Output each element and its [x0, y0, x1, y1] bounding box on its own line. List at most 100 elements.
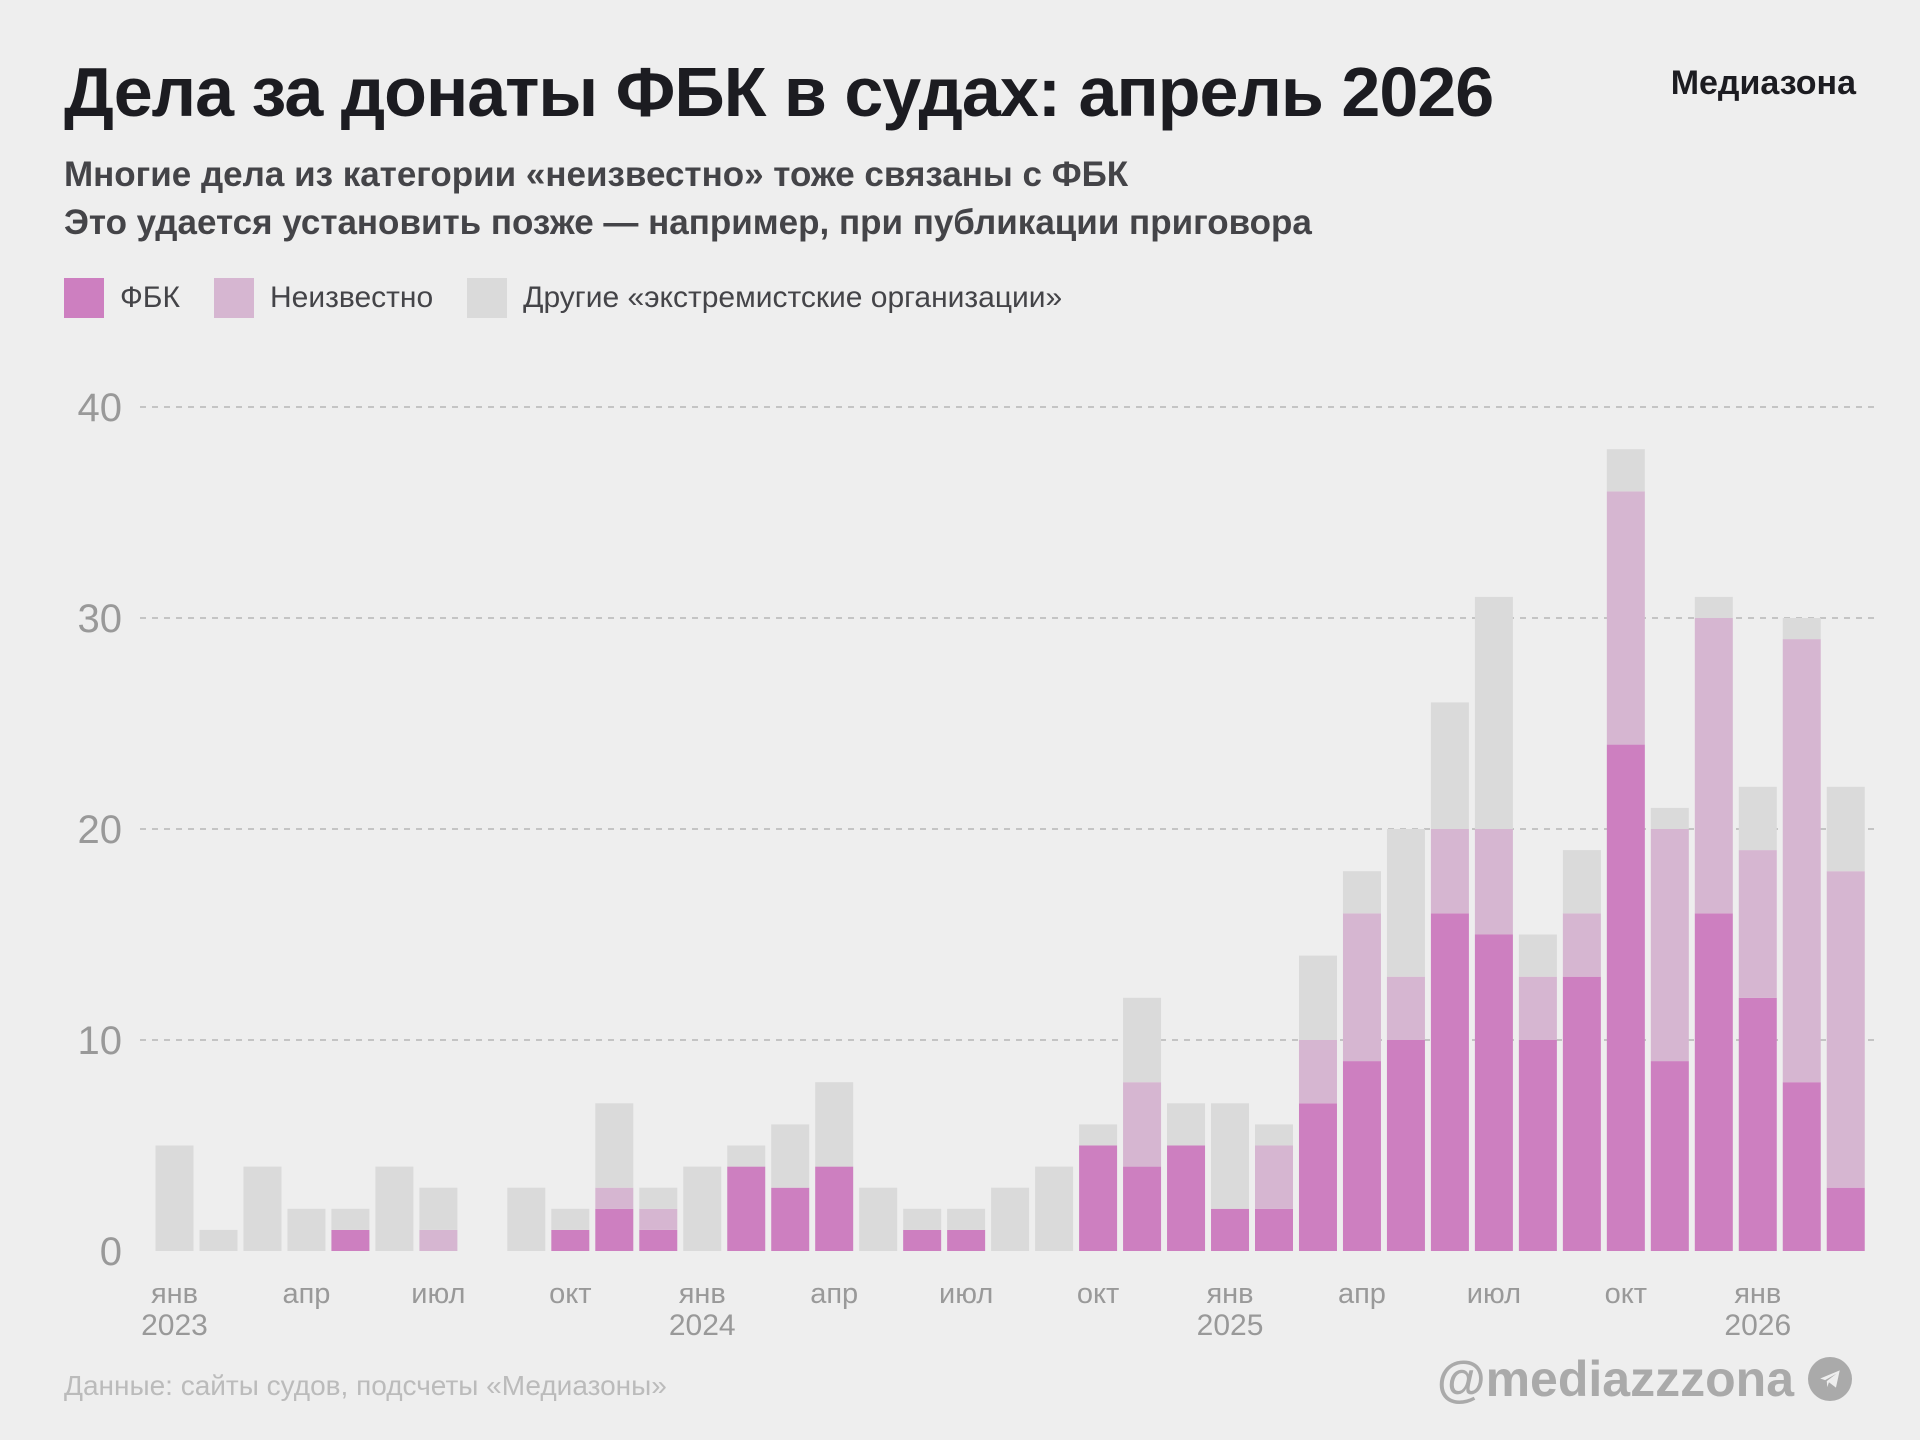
bar-segment-other	[375, 1166, 414, 1251]
bar-segment-unknown	[1738, 850, 1777, 998]
bar-segment-unknown	[1694, 618, 1733, 914]
x-tick-month: окт	[549, 1278, 591, 1310]
bar-segment-unknown	[1298, 1040, 1337, 1104]
bar-segment-fbk	[1826, 1187, 1865, 1251]
bar-segment-other	[859, 1187, 898, 1251]
bar-segment-unknown	[1782, 639, 1821, 1083]
y-tick-label: 0	[100, 1230, 122, 1274]
legend-label-fbk: ФБК	[120, 281, 180, 314]
telegram-icon	[1808, 1357, 1852, 1401]
bar-segment-fbk	[1562, 976, 1601, 1251]
x-tick-month: июл	[1467, 1278, 1521, 1310]
social-handle: @mediazzzona	[1437, 1350, 1852, 1408]
bar-segment-fbk	[1738, 997, 1777, 1251]
y-tick-label: 30	[78, 597, 123, 641]
bar-segment-fbk	[1782, 1082, 1821, 1251]
bar-segment-unknown	[1386, 976, 1425, 1040]
x-tick-month: янв	[679, 1278, 726, 1310]
bar-segment-other	[551, 1208, 590, 1230]
bar-segment-other	[507, 1187, 546, 1251]
y-tick-label: 10	[78, 1019, 123, 1063]
x-tick-year: 2025	[1197, 1309, 1264, 1342]
bar-segment-unknown	[1826, 871, 1865, 1188]
bar-segment-fbk	[1474, 934, 1513, 1251]
bar-segment-other	[1079, 1124, 1118, 1146]
bar-segment-other	[1123, 997, 1162, 1083]
legend: ФБК Неизвестно Другие «экстремистские ор…	[64, 278, 1096, 318]
x-tick-month: янв	[151, 1278, 198, 1310]
bar-segment-other	[243, 1166, 282, 1251]
bar-segment-other	[771, 1124, 810, 1188]
bar-segment-fbk	[1255, 1208, 1293, 1251]
legend-label-unknown: Неизвестно	[269, 281, 434, 314]
bar-segment-fbk	[1342, 1061, 1381, 1251]
bar-segment-fbk	[551, 1229, 590, 1251]
legend-swatch-other	[467, 278, 508, 318]
x-tick-year: 2026	[1724, 1309, 1791, 1342]
bar-segment-fbk	[1430, 913, 1469, 1251]
bar-segment-unknown	[1255, 1145, 1293, 1209]
bar-segment-other	[991, 1187, 1030, 1251]
bar-segment-other	[1430, 702, 1469, 829]
y-tick-label: 20	[78, 808, 123, 852]
bar-segment-fbk	[331, 1229, 370, 1251]
mediazona-logo: Медиазона	[1670, 64, 1856, 102]
bar-segment-other	[1211, 1103, 1250, 1209]
bar-segment-other	[1298, 955, 1337, 1040]
bar-segment-other	[1255, 1124, 1293, 1146]
bar-segment-fbk	[727, 1166, 766, 1251]
bar-segment-unknown	[1342, 913, 1381, 1062]
bar-segment-other	[1650, 807, 1689, 829]
legend-item-other: Другие «экстремистские организации»	[467, 278, 1062, 318]
bar-segment-other	[1738, 786, 1777, 851]
x-tick-month: июл	[411, 1278, 465, 1310]
bar-segment-fbk	[903, 1229, 942, 1251]
x-tick-month: янв	[1206, 1278, 1253, 1310]
bar-segment-unknown	[595, 1187, 634, 1209]
bar-segment-other	[1606, 449, 1645, 492]
data-source-note: Данные: сайты судов, подсчеты «Медиазоны…	[64, 1370, 667, 1401]
bar-segment-other	[419, 1187, 458, 1230]
legend-item-unknown: Неизвестно	[213, 278, 434, 318]
bar-segment-fbk	[1518, 1040, 1557, 1251]
bar-segment-other	[1518, 934, 1557, 977]
x-tick-month: апр	[810, 1278, 858, 1310]
x-tick-month: июл	[939, 1278, 993, 1310]
bar-segment-other	[287, 1208, 326, 1251]
x-tick-month: апр	[282, 1278, 330, 1310]
bar-segment-fbk	[815, 1166, 854, 1251]
bar-segment-unknown	[1562, 913, 1601, 977]
bar-segment-other	[683, 1166, 722, 1251]
bar-segment-other	[331, 1208, 370, 1230]
y-tick-label: 40	[78, 386, 123, 430]
bar-segment-other	[947, 1208, 986, 1230]
bar-segment-fbk	[947, 1229, 986, 1251]
bar-segment-fbk	[639, 1229, 678, 1251]
bar-segment-fbk	[1079, 1145, 1118, 1251]
legend-label-other: Другие «экстремистские организации»	[523, 281, 1063, 314]
bar-segment-other	[1782, 618, 1821, 640]
bar-segment-fbk	[1386, 1040, 1425, 1251]
bar-segment-unknown	[1650, 829, 1689, 1062]
x-tick-year: 2023	[141, 1309, 208, 1342]
bar-segment-other	[1035, 1166, 1074, 1251]
bar-segment-fbk	[1694, 913, 1733, 1251]
bar-segment-other	[595, 1103, 634, 1188]
bar-segment-other	[199, 1229, 238, 1251]
bar-segment-fbk	[595, 1208, 634, 1251]
bar-segment-fbk	[771, 1187, 810, 1251]
bar-segment-other	[815, 1082, 854, 1167]
bar-segment-fbk	[1211, 1208, 1250, 1251]
x-tick-month: янв	[1734, 1278, 1781, 1310]
subtitle-line-2: Это удается установить позже — например,…	[64, 203, 1312, 242]
bar-segment-unknown	[1430, 829, 1469, 914]
bar-segment-unknown	[1474, 829, 1513, 935]
legend-swatch-unknown	[213, 278, 254, 318]
bar-segment-fbk	[1298, 1103, 1337, 1251]
x-tick-month: окт	[1605, 1278, 1647, 1310]
subtitle-line-1: Многие дела из категории «неизвестно» то…	[64, 155, 1129, 194]
chart-title: Дела за донаты ФБК в судах: апрель 2026	[64, 53, 1494, 131]
bar-segment-other	[639, 1187, 678, 1209]
bar-segment-unknown	[1518, 976, 1557, 1040]
